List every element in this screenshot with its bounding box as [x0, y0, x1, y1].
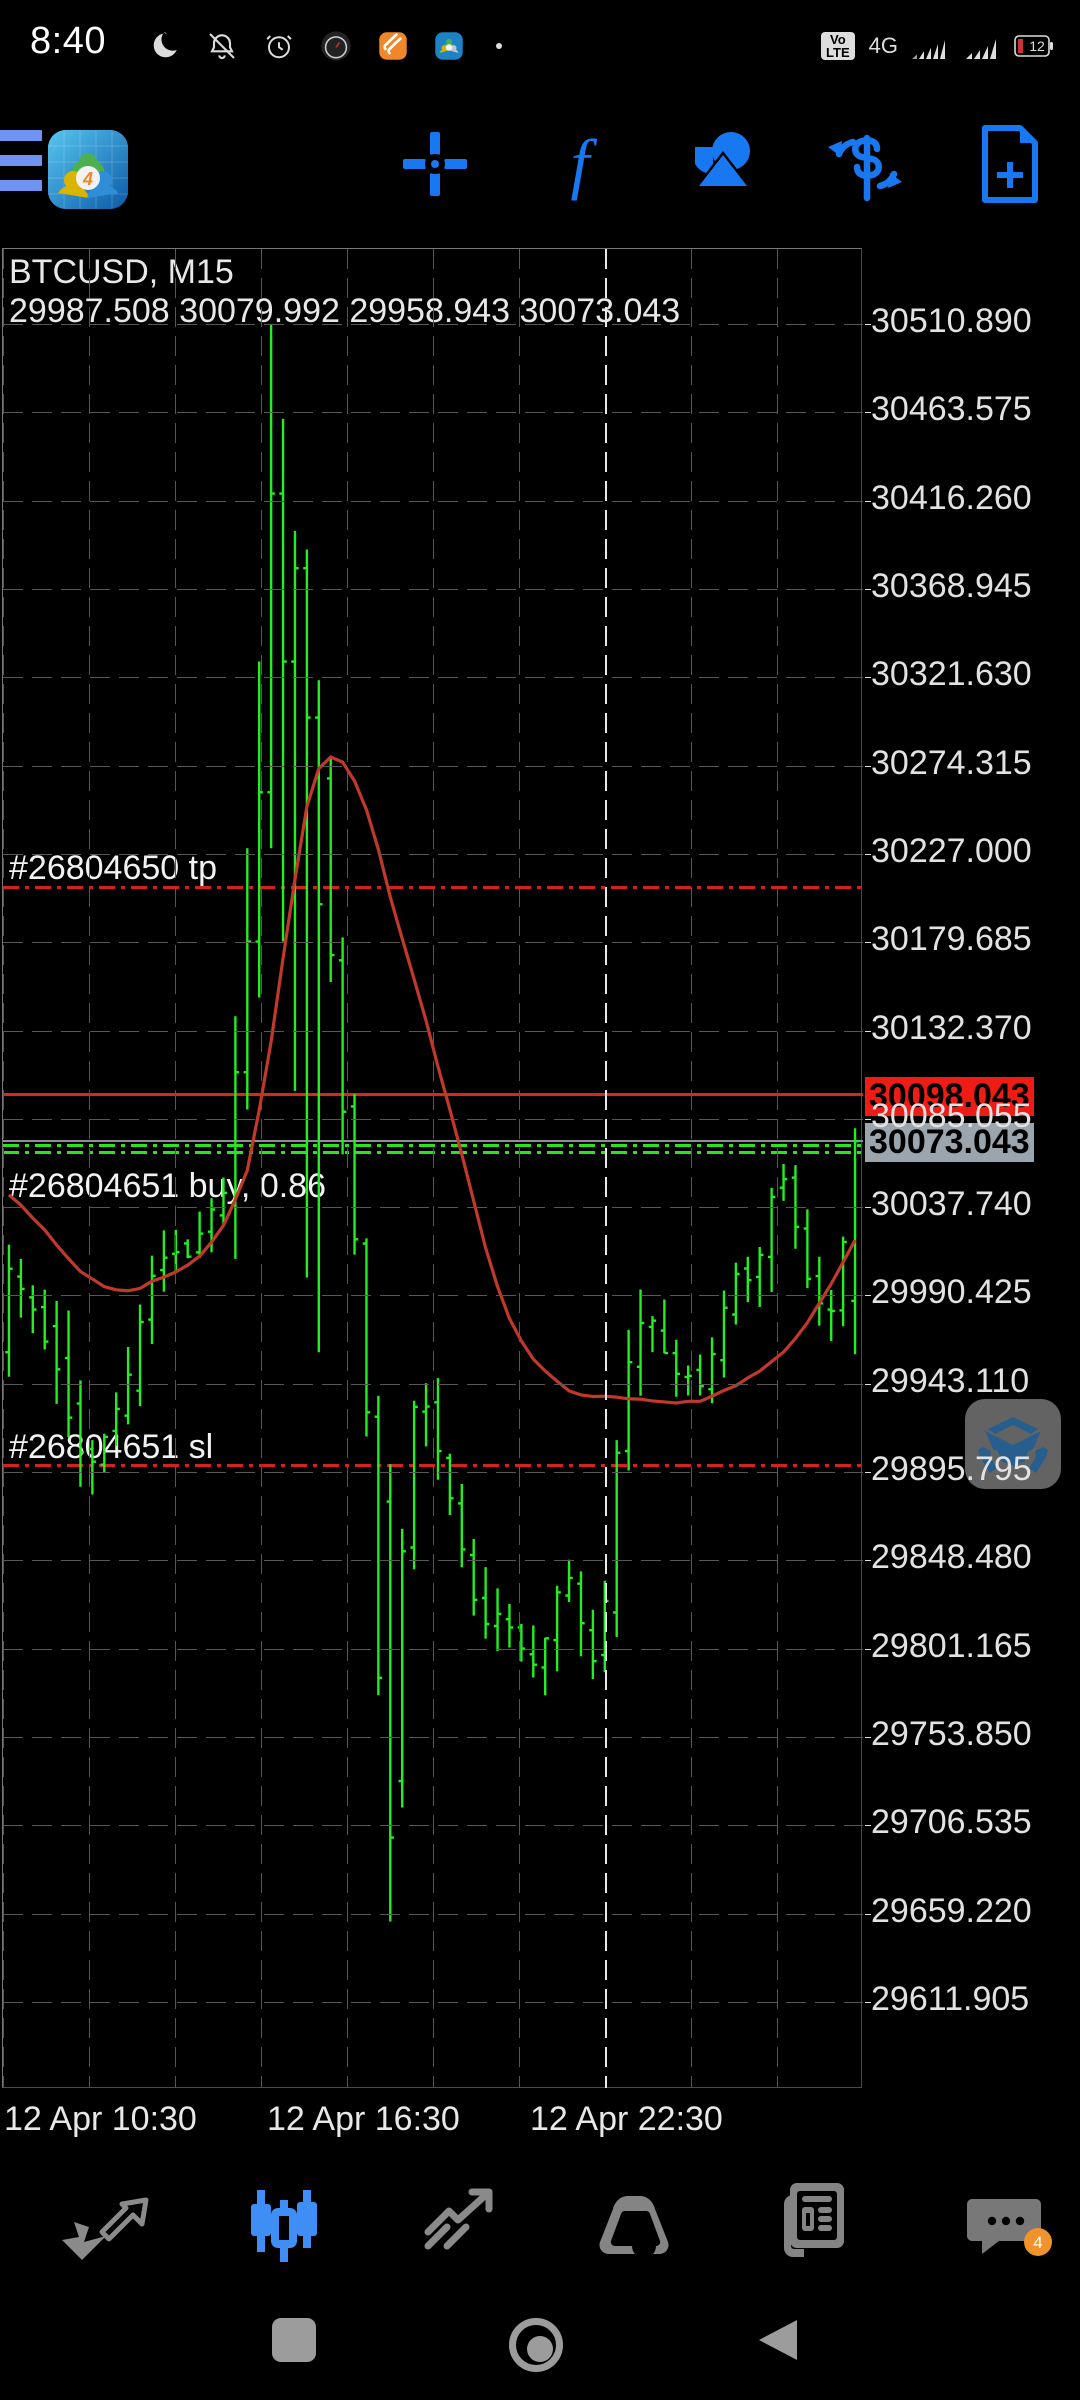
svg-text:12: 12 — [1029, 38, 1045, 54]
svg-text:4: 4 — [82, 169, 93, 189]
svg-text:f: f — [571, 125, 598, 201]
svg-text:4: 4 — [1033, 2233, 1042, 2252]
